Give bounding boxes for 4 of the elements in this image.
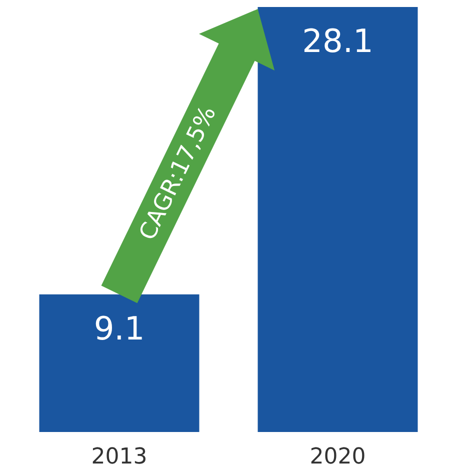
x-tick-label: 2013 (91, 444, 148, 470)
data-label: 9.1 (94, 309, 145, 348)
x-tick-label: 2020 (310, 444, 366, 470)
data-label: 28.1 (302, 22, 374, 60)
